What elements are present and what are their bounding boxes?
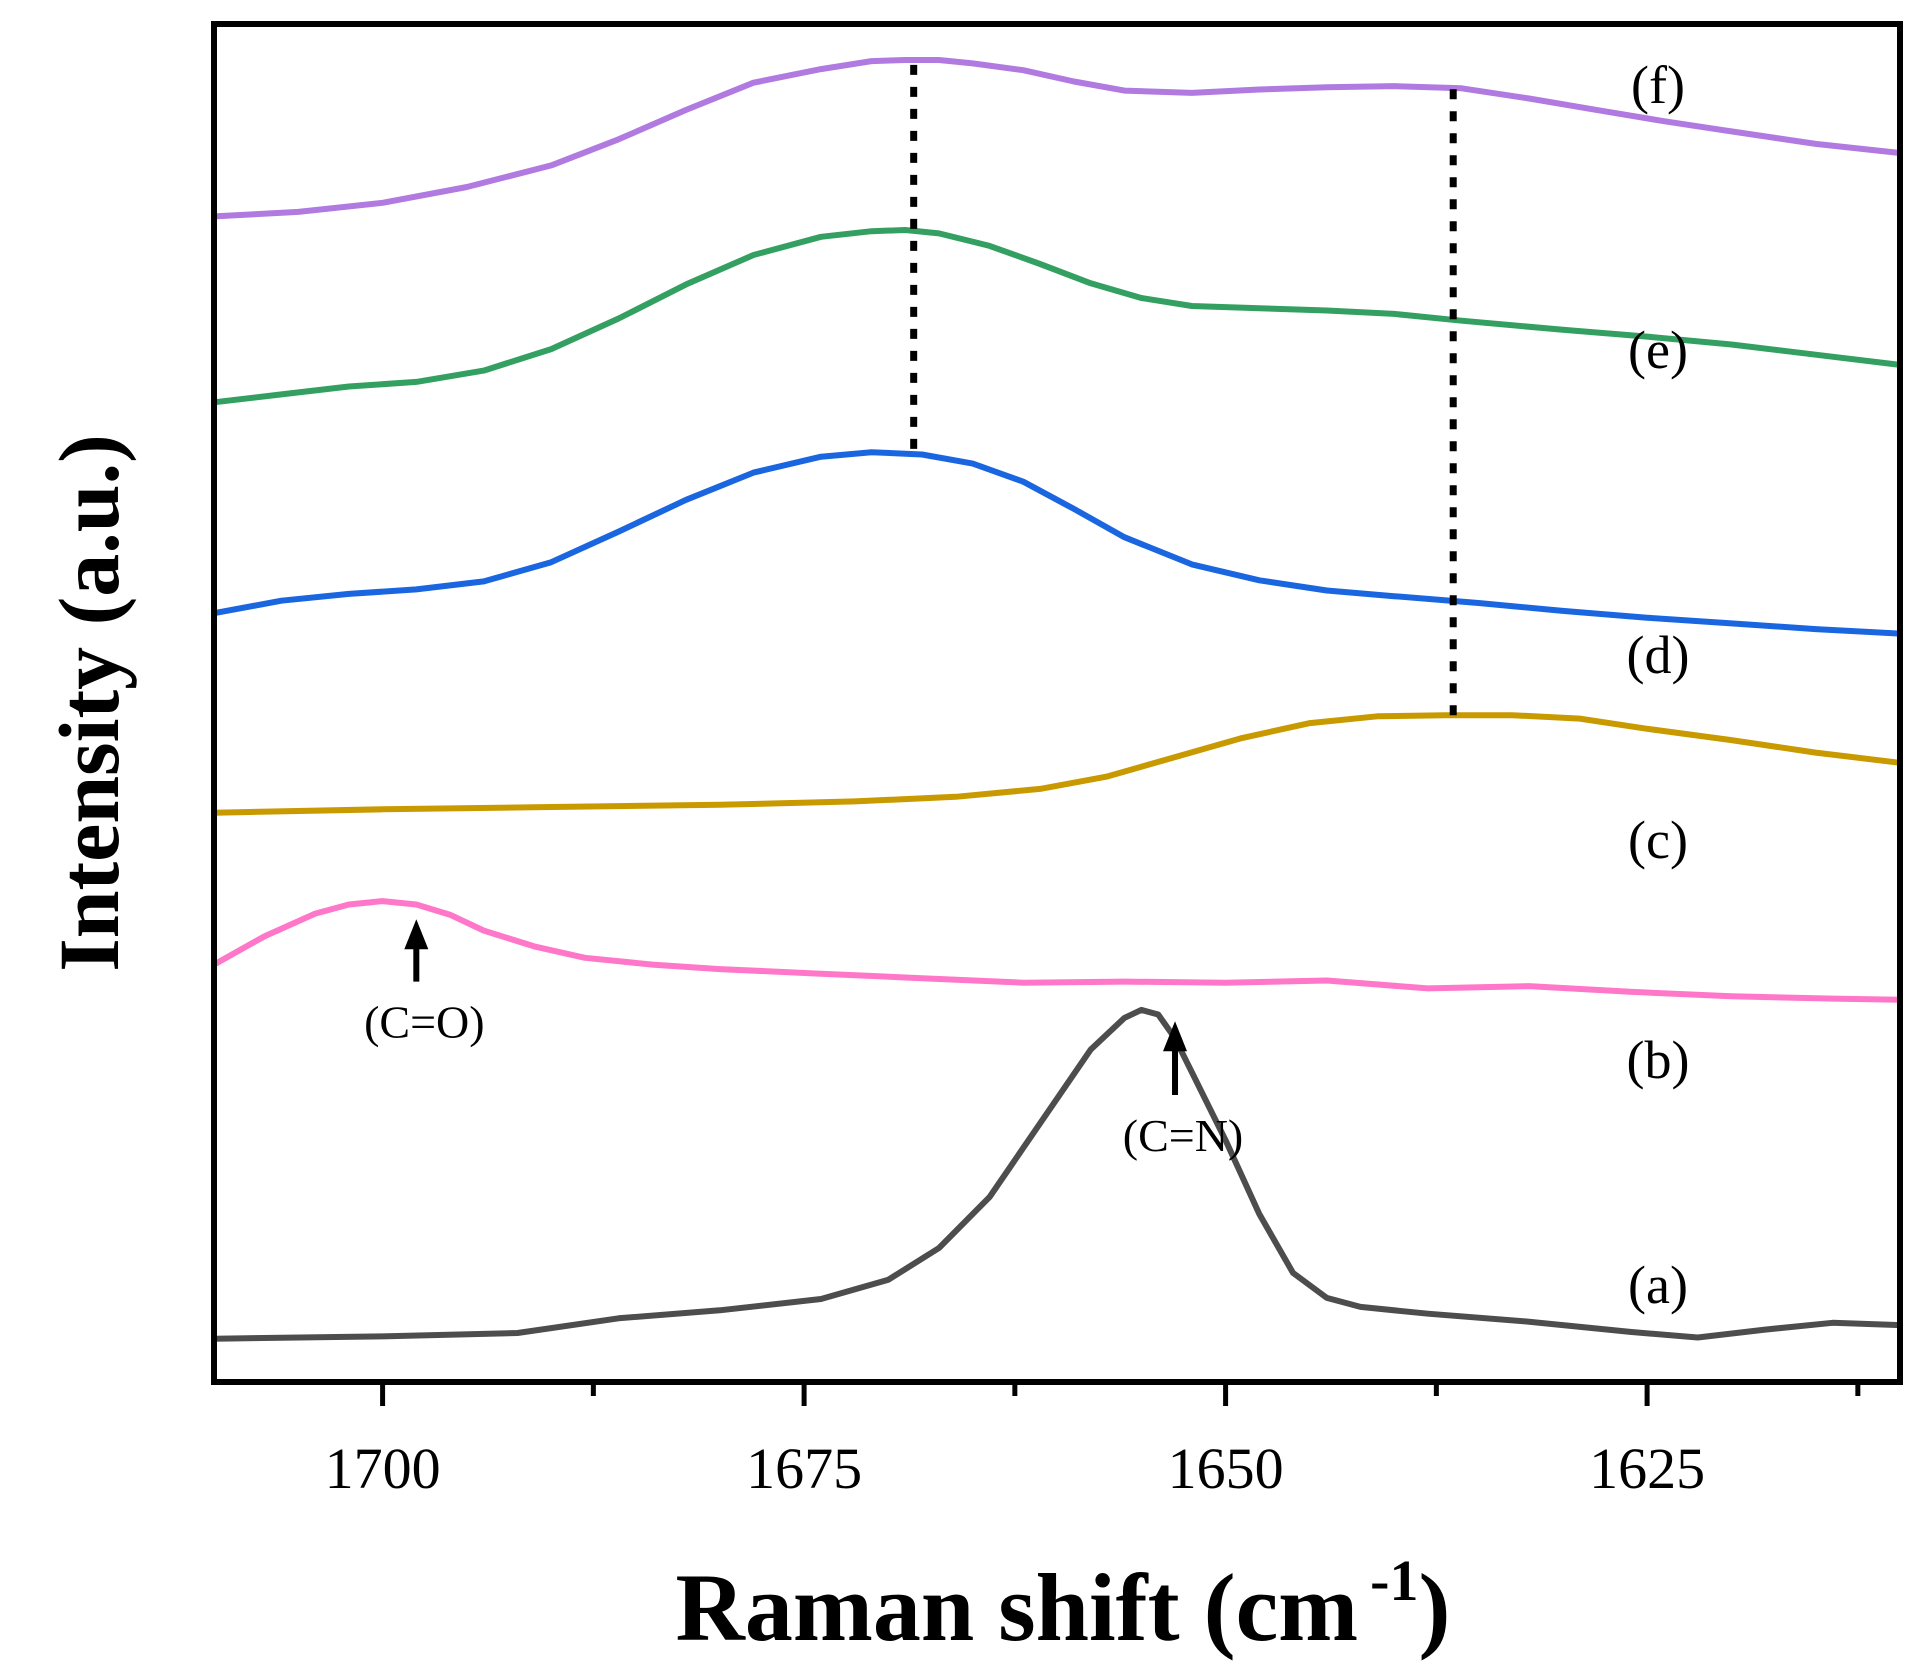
annotation-arrow-head-c-n — [1163, 1021, 1188, 1052]
series-label-e: (e) — [1628, 320, 1688, 380]
annotation-arrow-head-c-o — [404, 919, 429, 950]
x-axis: 1700 1675 1650 1625 — [325, 1382, 1861, 1501]
series-line-f — [211, 57, 1903, 220]
series-line-d — [211, 449, 1903, 637]
series-label-d: (d) — [1627, 625, 1690, 685]
x-axis-title: Raman shift (cm -1) — [676, 1548, 1451, 1661]
series-label-b: (b) — [1627, 1030, 1690, 1090]
annotation-label-c-n: (C=N) — [1123, 1110, 1243, 1161]
series-line-a — [211, 1006, 1903, 1342]
x-axis-title-main: Raman shift (cm — [676, 1554, 1359, 1661]
x-tick-label-1675: 1675 — [746, 1436, 862, 1501]
series-label-c: (c) — [1628, 810, 1688, 870]
series-line-e — [211, 227, 1903, 406]
y-axis-title: Intensity (a.u.) — [41, 434, 137, 972]
series-label-a: (a) — [1628, 1255, 1688, 1315]
x-axis-title-superscript: -1 — [1370, 1548, 1418, 1613]
plot-area: (C=O) (C=N) (a) (b) (c) (d) (e) (f) — [211, 55, 1903, 1342]
x-axis-title-close: ) — [1418, 1554, 1450, 1661]
series-line-b — [211, 898, 1903, 1003]
series-line-c — [211, 712, 1903, 816]
annotation-label-c-o: (C=O) — [364, 997, 484, 1048]
x-tick-label-1700: 1700 — [325, 1436, 441, 1501]
x-tick-label-1625: 1625 — [1589, 1436, 1705, 1501]
plot-frame — [211, 21, 1903, 1385]
series-label-f: (f) — [1631, 55, 1685, 115]
x-tick-label-1650: 1650 — [1168, 1436, 1284, 1501]
